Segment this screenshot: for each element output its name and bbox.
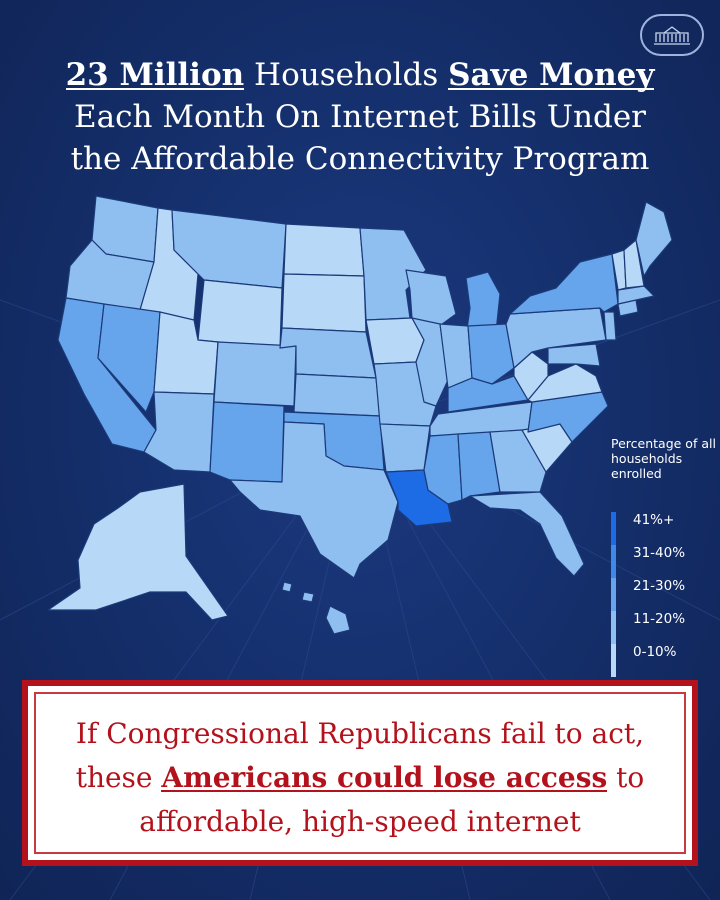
state-oh: [467, 323, 515, 385]
state-co: [213, 341, 297, 407]
callout-inner-border: [34, 692, 686, 854]
callout-emphasis: Americans could lose access: [161, 761, 608, 794]
state-al: [457, 431, 501, 501]
callout-text: If Congressional Republicans fail to act…: [36, 712, 684, 844]
legend-swatch: [611, 512, 616, 545]
legend-swatch: [611, 578, 616, 611]
state-hi: [281, 581, 351, 635]
state-nd: [283, 223, 365, 277]
headline-emphasis-count: 23 Million: [65, 57, 245, 93]
state-az: [143, 391, 215, 473]
legend-label: 0-10%: [633, 644, 677, 660]
state-mn: [359, 227, 427, 321]
legend-title: Percentage of all households enrolled: [611, 436, 716, 481]
state-ar: [379, 423, 431, 473]
headline-line-3: the Affordable Connectivity Program: [70, 141, 650, 177]
legend-swatch: [611, 545, 616, 578]
state-ks: [293, 373, 381, 417]
legend-label: 41%+: [633, 512, 675, 528]
state-md: [547, 343, 601, 367]
state-ga: [489, 429, 547, 493]
state-sd: [281, 273, 367, 333]
legend-swatch: [611, 611, 616, 644]
state-fl: [469, 491, 585, 577]
headline-line-2: Each Month On Internet Bills Under: [73, 99, 647, 135]
state-ak: [47, 483, 229, 621]
legend-label: 11-20%: [633, 611, 686, 627]
callout-box: If Congressional Republicans fail to act…: [22, 680, 698, 866]
state-nj: [603, 311, 617, 341]
headline-emphasis-save: Save Money: [448, 57, 655, 93]
callout-text-pre: If Congressional Republicans fail to act…: [75, 717, 645, 794]
white-house-icon: [654, 26, 690, 45]
headline-text: Households: [244, 57, 449, 93]
legend-swatch: [611, 644, 616, 677]
state-nm: [209, 401, 285, 483]
us-choropleth-map: [47, 195, 673, 635]
state-nh: [623, 239, 645, 289]
headline: 23 Million Households Save Money Each Mo…: [20, 54, 700, 180]
state-tx: [229, 421, 399, 579]
state-wy: [197, 279, 283, 349]
legend-label: 21-30%: [633, 578, 686, 594]
state-ny: [509, 253, 619, 315]
callout-text-post: to affordable, high-speed internet: [139, 761, 645, 838]
state-me: [635, 201, 673, 277]
legend-label: 31-40%: [633, 545, 686, 561]
state-nv: [97, 303, 161, 413]
white-house-seal: [640, 14, 704, 56]
